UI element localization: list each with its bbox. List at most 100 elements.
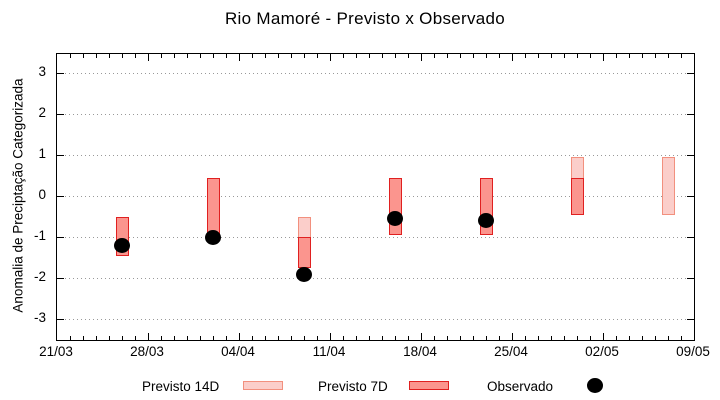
x-tick-mark: [459, 54, 461, 58]
x-tick-mark: [628, 335, 630, 340]
x-tick-mark: [381, 54, 383, 58]
x-tick-mark: [602, 54, 604, 61]
x-tick-mark: [511, 332, 513, 340]
x-tick-mark: [446, 335, 448, 340]
x-tick-mark: [550, 335, 552, 340]
x-tick-mark: [264, 54, 266, 58]
x-tick-mark: [472, 54, 474, 58]
x-tick-mark: [680, 335, 682, 340]
legend-label-previsto-14d: Previsto 14D: [142, 379, 220, 394]
x-tick-mark: [95, 54, 97, 58]
x-tick-mark: [459, 335, 461, 340]
x-tick-mark: [524, 54, 526, 58]
legend-observado-dot-icon: [587, 378, 603, 393]
x-tick-mark: [394, 335, 396, 340]
forecast-7d-bar: [297, 237, 311, 269]
x-tick-mark: [355, 335, 357, 340]
x-tick-mark: [368, 54, 370, 58]
y-tick-mark: [57, 236, 64, 238]
x-tick-mark: [199, 54, 201, 58]
x-tick-mark: [108, 54, 110, 58]
x-tick-mark: [212, 54, 214, 58]
observed-dot: [296, 266, 312, 282]
x-tick-mark: [420, 54, 422, 61]
x-tick-mark: [680, 54, 682, 58]
x-tick-mark: [251, 54, 253, 58]
x-tick-mark: [186, 335, 188, 340]
x-tick-mark: [82, 54, 84, 58]
x-tick-mark: [212, 335, 214, 340]
y-tick-mark: [687, 318, 694, 320]
x-tick-mark: [381, 335, 383, 340]
x-tick-mark: [238, 54, 240, 61]
y-tick-mark: [687, 154, 694, 156]
forecast-7d-bar: [388, 177, 402, 236]
x-tick-mark: [160, 54, 162, 58]
grid-line: [57, 195, 694, 197]
x-tick-mark: [69, 54, 71, 58]
x-tick-mark: [199, 335, 201, 340]
x-tick-mark: [329, 54, 331, 61]
y-tick-label: 1: [38, 146, 46, 162]
y-tick-label: -2: [33, 269, 46, 285]
y-tick-label: 2: [38, 105, 46, 121]
x-tick-mark: [433, 54, 435, 58]
x-tick-label: 11/04: [312, 344, 346, 359]
x-tick-mark: [355, 54, 357, 58]
x-tick-mark: [316, 54, 318, 58]
x-tick-mark: [498, 335, 500, 340]
x-tick-mark: [407, 54, 409, 58]
x-tick-mark: [134, 335, 136, 340]
chart-title: Rio Mamoré - Previsto x Observado: [224, 9, 506, 28]
x-tick-label: 28/03: [130, 344, 164, 359]
x-tick-label: 02/05: [585, 344, 619, 359]
x-tick-mark: [537, 54, 539, 58]
x-tick-mark: [342, 54, 344, 58]
x-tick-mark: [316, 335, 318, 340]
x-tick-mark: [407, 335, 409, 340]
x-tick-mark: [342, 335, 344, 340]
x-tick-mark: [420, 332, 422, 340]
x-tick-mark: [108, 335, 110, 340]
forecast-7d-bar: [206, 177, 220, 236]
x-tick-mark: [277, 54, 279, 58]
observed-dot: [387, 211, 403, 227]
grid-line: [57, 72, 694, 74]
y-tick-mark: [687, 236, 694, 238]
x-tick-mark: [303, 54, 305, 58]
x-tick-mark: [225, 54, 227, 58]
x-tick-mark: [615, 335, 617, 340]
observed-dot: [114, 238, 130, 253]
x-tick-mark: [121, 335, 123, 340]
legend-label-previsto-7d: Previsto 7D: [318, 379, 388, 394]
legend-label-observado: Observado: [487, 379, 554, 394]
x-tick-mark: [667, 54, 669, 58]
x-tick-mark: [95, 335, 97, 340]
y-tick-mark: [57, 113, 64, 115]
x-tick-mark: [329, 332, 331, 340]
grid-line: [57, 113, 694, 115]
x-tick-mark: [186, 54, 188, 58]
grid-line: [57, 277, 694, 279]
y-tick-mark: [57, 154, 64, 156]
y-tick-mark: [687, 113, 694, 115]
x-tick-mark: [173, 335, 175, 340]
forecast-7d-bar: [570, 177, 584, 215]
x-tick-mark: [654, 54, 656, 58]
y-tick-mark: [57, 195, 64, 197]
x-tick-mark: [238, 332, 240, 340]
x-tick-mark: [654, 335, 656, 340]
x-tick-mark: [602, 332, 604, 340]
x-tick-mark: [147, 54, 149, 61]
x-tick-mark: [69, 335, 71, 340]
x-tick-mark: [251, 335, 253, 340]
x-tick-label: 18/04: [403, 344, 437, 359]
x-tick-mark: [589, 335, 591, 340]
legend-swatch-previsto-14d-icon: [243, 381, 283, 390]
legend-swatch-previsto-7d-icon: [409, 381, 449, 390]
x-tick-mark: [433, 335, 435, 340]
y-tick-label: 0: [38, 187, 46, 203]
x-tick-mark: [277, 335, 279, 340]
grid-line: [57, 236, 694, 238]
